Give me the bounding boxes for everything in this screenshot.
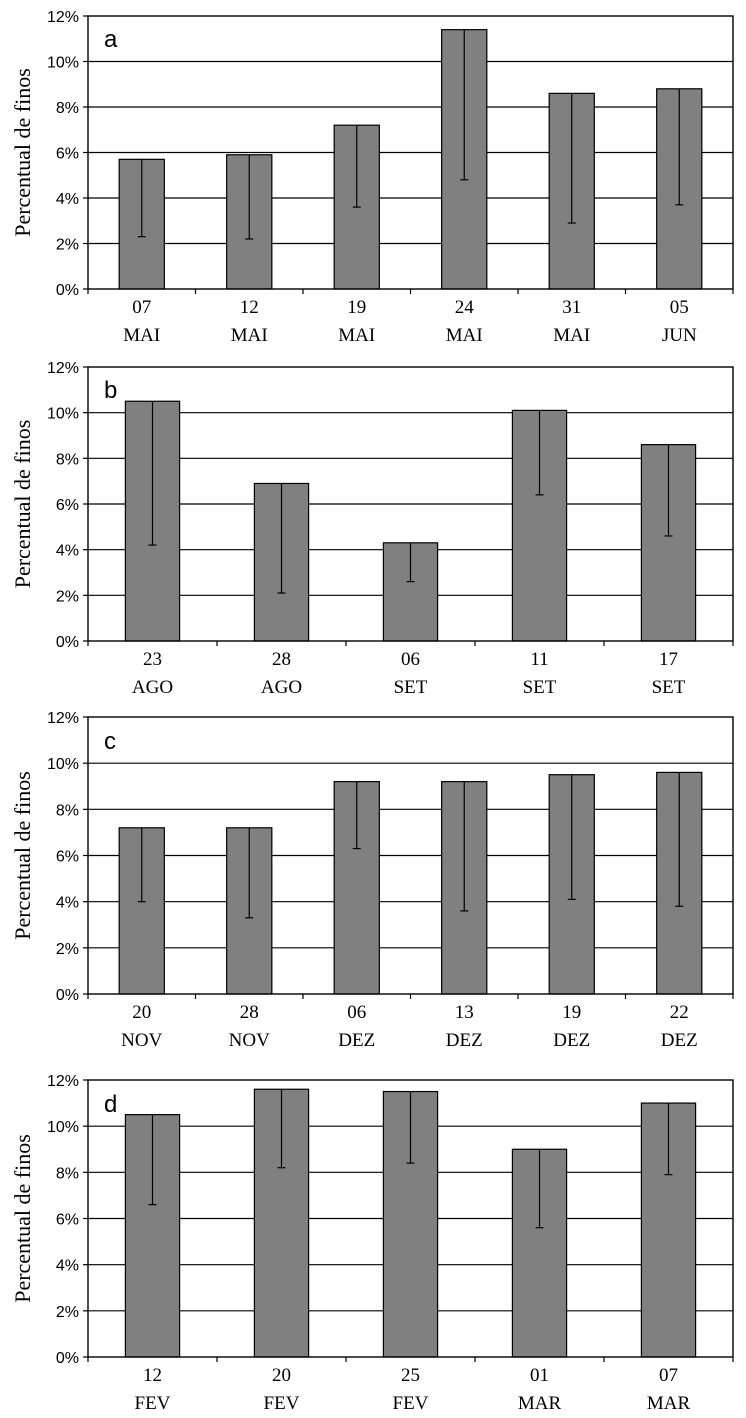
panel-letter: a — [104, 26, 118, 53]
x-tick-label-month: NOV — [229, 1030, 270, 1051]
x-tick-label-month: DEZ — [338, 1030, 375, 1051]
plot-frame — [87, 716, 734, 995]
x-tick-label-day: 17 — [659, 649, 678, 670]
y-axis-label: Percentual de finos — [10, 420, 35, 589]
plot-frame — [87, 366, 734, 642]
x-tick-label-day: 28 — [272, 649, 291, 670]
panel-letter: b — [104, 377, 117, 404]
x-tick-label-day: 22 — [670, 1002, 689, 1023]
x-tick-label-month: MAR — [518, 1393, 562, 1414]
plot-frame — [87, 15, 734, 290]
y-tick-label: 6% — [56, 1212, 79, 1229]
x-tick-label-month: DEZ — [661, 1030, 698, 1051]
chart-panel-c: 0% 2% 4% 6% 8% 10% 12% 20 NOV 28 NOV 06 DEZ 13 DEZ 19 DE… — [10, 710, 734, 1051]
x-tick-label-month: MAI — [446, 325, 483, 346]
x-tick-label-month: DEZ — [446, 1030, 483, 1051]
y-tick-label: 2% — [56, 1304, 79, 1321]
x-tick-label-month: MAI — [231, 325, 268, 346]
x-tick-label-day: 11 — [530, 649, 548, 670]
x-tick-label-day: 28 — [240, 1002, 259, 1023]
y-axis-label: Percentual de finos — [10, 771, 35, 940]
y-tick-label: 8% — [56, 1165, 79, 1182]
y-tick-label: 12% — [47, 9, 79, 26]
x-tick-label-day: 19 — [562, 1002, 581, 1023]
x-tick-label-month: FEV — [264, 1393, 300, 1414]
x-tick-label-month: SET — [652, 677, 686, 698]
y-axis-label: Percentual de finos — [10, 68, 35, 237]
y-tick-label: 6% — [56, 849, 79, 866]
y-tick-label: 6% — [56, 146, 79, 163]
chart-panel-b: 0% 2% 4% 6% 8% 10% 12% 23 AGO 28 AGO 06 SET 11 SET 17 SE… — [10, 360, 734, 698]
x-tick-label-month: AGO — [261, 677, 302, 698]
x-tick-label-day: 07 — [659, 1365, 678, 1386]
x-tick-label-day: 12 — [240, 297, 259, 318]
y-tick-label: 12% — [47, 710, 79, 727]
y-tick-label: 10% — [47, 406, 79, 423]
x-tick-label-month: JUN — [662, 325, 697, 346]
x-tick-label-day: 25 — [401, 1365, 420, 1386]
y-tick-label: 4% — [56, 543, 79, 560]
x-tick-label-month: MAI — [553, 325, 590, 346]
x-tick-label-month: SET — [523, 677, 557, 698]
x-tick-label-day: 06 — [401, 649, 420, 670]
y-tick-label: 8% — [56, 802, 79, 819]
chart-panel-d: 0% 2% 4% 6% 8% 10% 12% 12 FEV 20 FEV 25 FEV 01 MAR 07 MA… — [10, 1073, 734, 1414]
y-tick-label: 10% — [47, 1119, 79, 1136]
x-tick-label-month: FEV — [393, 1393, 429, 1414]
y-tick-label: 12% — [47, 1073, 79, 1090]
x-tick-label-month: AGO — [132, 677, 173, 698]
x-tick-label-day: 24 — [455, 297, 475, 318]
y-tick-label: 4% — [56, 1258, 79, 1275]
x-tick-label-day: 23 — [143, 649, 162, 670]
chart-panel-a: 0% 2% 4% 6% 8% 10% 12% 07 MAI 12 MAI 19 MAI 24 MAI 31 MA… — [10, 9, 734, 346]
y-tick-label: 2% — [56, 941, 79, 958]
y-tick-label: 0% — [56, 282, 79, 299]
x-tick-label-day: 31 — [562, 297, 581, 318]
x-tick-label-day: 07 — [132, 297, 151, 318]
y-tick-label: 8% — [56, 100, 79, 117]
y-tick-label: 10% — [47, 756, 79, 773]
x-tick-label-day: 05 — [670, 297, 689, 318]
y-tick-label: 10% — [47, 55, 79, 72]
x-tick-label-day: 12 — [143, 1365, 162, 1386]
x-tick-label-day: 13 — [455, 1002, 474, 1023]
x-tick-label-month: MAI — [338, 325, 375, 346]
x-tick-label-day: 01 — [530, 1365, 549, 1386]
y-tick-label: 2% — [56, 588, 79, 605]
x-tick-label-day: 19 — [347, 297, 366, 318]
y-tick-label: 8% — [56, 451, 79, 468]
x-tick-label-day: 06 — [347, 1002, 366, 1023]
x-tick-label-day: 20 — [132, 1002, 151, 1023]
y-tick-label: 12% — [47, 360, 79, 377]
y-tick-label: 4% — [56, 895, 79, 912]
x-tick-label-month: MAR — [647, 1393, 691, 1414]
y-tick-label: 4% — [56, 191, 79, 208]
y-tick-label: 0% — [56, 1350, 79, 1367]
x-tick-label-day: 20 — [272, 1365, 291, 1386]
y-tick-label: 0% — [56, 634, 79, 651]
panel-letter: d — [104, 1091, 117, 1118]
x-tick-label-month: FEV — [135, 1393, 171, 1414]
y-tick-label: 6% — [56, 497, 79, 514]
y-tick-label: 0% — [56, 987, 79, 1004]
x-tick-label-month: NOV — [121, 1030, 162, 1051]
y-tick-label: 2% — [56, 237, 79, 254]
x-tick-label-month: MAI — [123, 325, 160, 346]
plot-frame — [87, 1079, 734, 1358]
x-tick-label-month: DEZ — [553, 1030, 590, 1051]
y-axis-label: Percentual de finos — [10, 1134, 35, 1303]
x-tick-label-month: SET — [394, 677, 428, 698]
panel-letter: c — [104, 728, 116, 755]
